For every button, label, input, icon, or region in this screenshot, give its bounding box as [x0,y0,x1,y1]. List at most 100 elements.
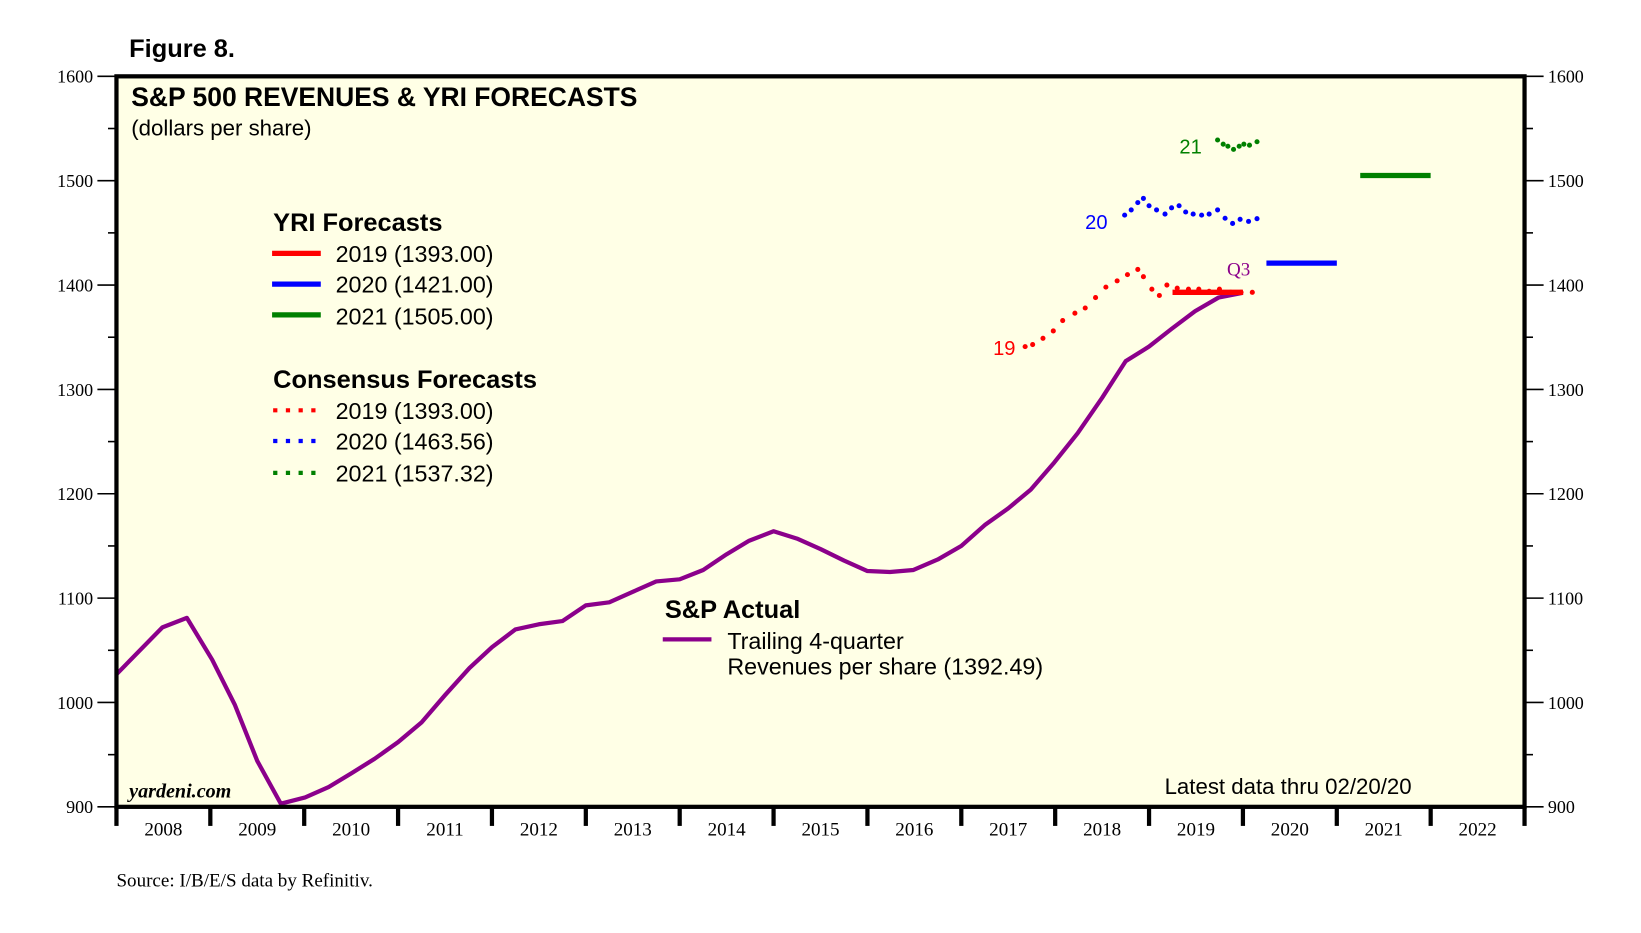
consensus_2019-point [1156,292,1162,299]
consensus_2019-point [1060,317,1066,324]
consensus_2019-point [1228,289,1234,295]
consensus_2020-point [1199,212,1205,218]
consensus_2020-point [1206,211,1212,217]
consensus_2021-point [1236,143,1242,149]
consensus_2020-point [1215,207,1221,213]
x-tick-label: 2013 [614,819,652,840]
consensus_2019-point [1249,289,1255,295]
x-tick-label: 2015 [801,819,839,840]
consensus_2020-point [1176,203,1182,209]
consensus_2019-point [1103,284,1109,290]
plot-frame [114,74,1527,809]
legend-actual-label-line1: Trailing 4-quarter [727,628,904,654]
consensus_2020-point [1122,212,1128,218]
consensus_2021-point [1230,146,1237,152]
consensus_2020-point [1140,195,1146,201]
left-y-tick-label: 1600 [57,67,93,87]
legend-yri-2021-label: 2021 (1505.00) [336,303,494,329]
x-tick-label: 2017 [989,819,1027,840]
series-layer [114,137,1431,806]
consensus_2021-point [1246,142,1253,148]
consensus_2021-point [1220,141,1226,147]
left-y-tick-label: 900 [66,797,93,817]
consensus_2019-point [1082,305,1088,311]
consensus_2019-point [1164,282,1170,288]
x-tick-label: 2009 [238,819,276,840]
consensus_2019-point [1050,328,1056,334]
consensus_2020-point [1154,207,1160,213]
consensus_2020-point [1169,205,1175,211]
right-y-tick-label: 1000 [1548,693,1584,713]
consensus_2019-point [1238,289,1244,295]
annotation-19: 19 [993,338,1015,360]
watermark: yardeni.com [126,780,231,802]
right-y-axis: 900 1000 1100 1200 1300 1400 1500 1600 [1524,67,1584,817]
annotation-q3: Q3 [1227,260,1250,281]
left-y-tick-label: 1000 [57,693,93,713]
x-tick-label: 2021 [1365,819,1403,840]
x-tick-label: 2016 [895,819,933,840]
consensus_2020-point [1183,209,1189,215]
consensus_2019-point [1114,278,1120,284]
consensus_2020-point [1190,211,1196,217]
right-y-tick-label: 1500 [1548,171,1584,191]
x-tick-label: 2018 [1083,819,1121,840]
x-tick-label: 2010 [332,819,370,840]
legend-yri-2019-label: 2019 (1393.00) [336,241,494,267]
consensus_2020-point [1162,211,1168,217]
source-note: Source: I/B/E/S data by Refinitiv. [116,870,372,891]
x-tick-label: 2022 [1459,819,1497,840]
consensus_2019-point [1174,285,1180,291]
legend-actual: S&P Actual Trailing 4-quarter Revenues p… [662,596,1043,679]
x-tick-label: 2012 [520,819,558,840]
right-y-tick-label: 1300 [1548,380,1584,400]
left-y-tick-label: 1500 [57,171,93,191]
consensus_2020-point [1222,215,1228,221]
right-y-tick-label: 1100 [1548,588,1583,608]
series-consensus_2021 [1215,137,1260,152]
left-y-tick-label: 1300 [57,380,93,400]
legend-actual-title: S&P Actual [665,596,800,624]
consensus_2021-point [1241,141,1247,147]
left-y-tick-label: 1400 [57,275,93,295]
legend-consensus-2020-label: 2020 (1463.56) [336,429,494,455]
legend-consensus-2019-label: 2019 (1393.00) [336,398,494,424]
x-axis: 2008 2009 2010 2011 2012 2013 2014 2015 2016 2017… [114,806,1527,840]
plot-area [116,76,1525,807]
left-y-tick-label: 1100 [58,588,93,608]
annotation-20: 20 [1085,212,1107,234]
right-y-tick-label: 1400 [1548,275,1584,295]
consensus_2020-point [1237,216,1243,222]
consensus_2021-point [1254,139,1260,145]
left-y-tick-label: 1200 [57,484,93,504]
consensus_2020-point [1135,200,1141,206]
left-y-axis: 900 1000 1100 1200 1300 1400 1500 1600 [57,67,117,817]
x-tick-label: 2019 [1177,819,1215,840]
consensus_2019-point [1206,288,1212,294]
consensus_2020-point [1146,203,1152,209]
latest-data-note: Latest data thru 02/20/20 [1165,774,1412,799]
consensus_2020-point [1254,216,1260,222]
right-y-tick-label: 1200 [1548,484,1584,504]
consensus_2019-point [1124,272,1131,278]
consensus_2019-point [1030,341,1036,348]
consensus_2020-point [1128,207,1134,213]
legend-consensus-2021-label: 2021 (1537.32) [336,460,494,486]
legend-yri-title: YRI Forecasts [273,209,442,237]
right-y-tick-label: 1600 [1548,67,1584,87]
consensus_2019-point [1135,266,1141,272]
consensus_2019-point [1093,295,1099,301]
legend-consensus: Consensus Forecasts 2019 (1393.00) 2020 … [273,366,537,486]
consensus_2020-point [1230,220,1236,227]
actual-line [114,290,1244,806]
figure-label: Figure 8. [129,35,235,63]
consensus_2019-point [1216,286,1222,292]
consensus_2019-point [1040,335,1046,341]
chart-subtitle: (dollars per share) [131,116,311,141]
series-consensus_2020 [1122,195,1260,227]
consensus_2019-point [1149,286,1155,292]
consensus_2019-point [1185,286,1192,292]
legend-yri-2020-label: 2020 (1421.00) [336,272,494,298]
series-consensus_2019 [1022,266,1255,350]
